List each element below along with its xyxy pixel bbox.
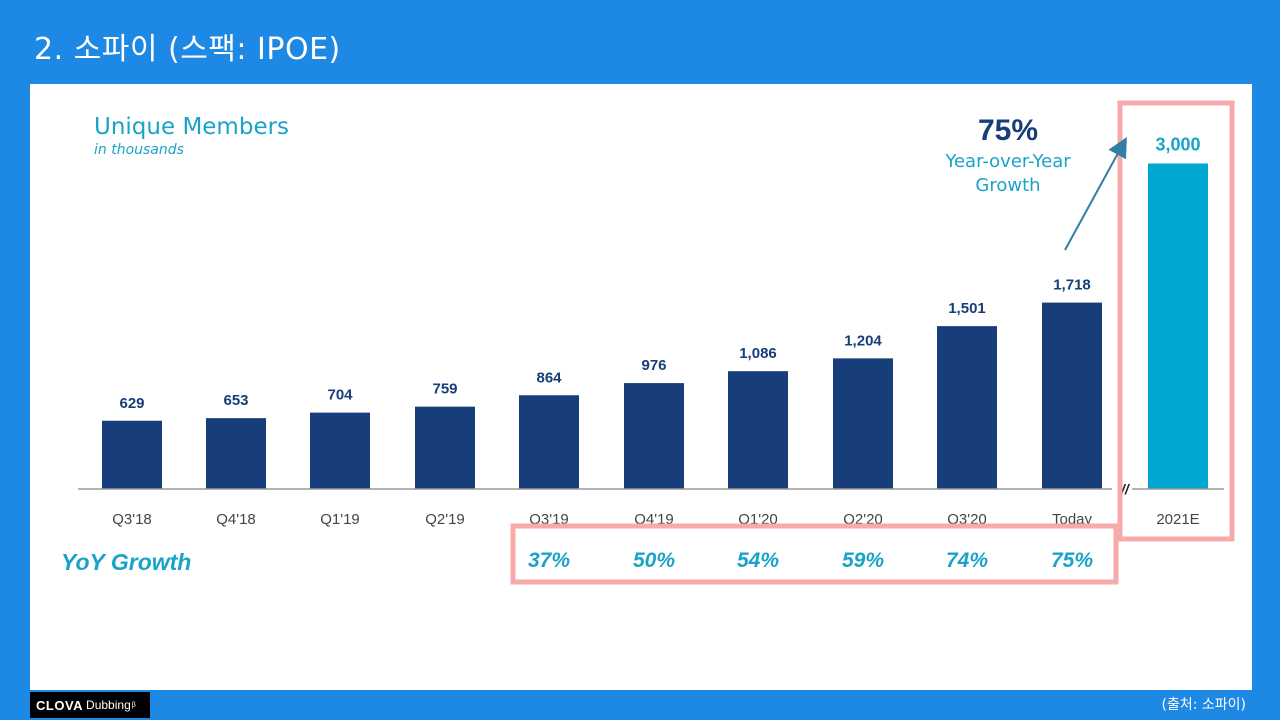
callout-value: 75% [978, 114, 1038, 147]
chart-title: Unique Members [94, 114, 289, 140]
bar [519, 395, 579, 489]
bar-value-label: 704 [327, 387, 353, 404]
yoy-highlight-box [513, 526, 1116, 582]
chart-subtitle: in thousands [94, 142, 184, 158]
bar-value-label: 976 [641, 357, 666, 374]
callout-line1: Year-over-Year [944, 151, 1071, 172]
bar [102, 421, 162, 489]
yoy-layer: 37% 50% 54% 59% 74% 75% [528, 549, 1093, 572]
x-tick-label: Q2'19 [425, 511, 465, 528]
bar-value-label: 3,000 [1155, 135, 1200, 155]
bar [206, 418, 266, 489]
yoy-growth-label: YoY Growth [61, 549, 191, 575]
bar-value-label: 1,718 [1053, 277, 1091, 294]
bar-value-label: 759 [432, 381, 457, 398]
clova-dubbing-logo: CLOVA Dubbing β [30, 692, 150, 718]
bars-layer: 629Q3'18653Q4'18704Q1'19759Q2'19864Q3'19… [102, 135, 1208, 529]
x-tick-label: Q4'18 [216, 511, 256, 528]
bar-value-label: 864 [536, 369, 562, 386]
yoy-growth-value: 50% [633, 549, 675, 572]
chart-panel: Unique Members in thousands 629 Q3'18 653 Q… [30, 84, 1252, 690]
bar [624, 383, 684, 489]
source-note: (출처: 소파이) [1162, 694, 1247, 714]
bar-value-label: 629 [119, 395, 144, 412]
bar [310, 413, 370, 489]
bar-value-label: 1,204 [844, 332, 882, 349]
yoy-growth-value: 59% [842, 549, 884, 572]
yoy-growth-value: 54% [737, 549, 779, 572]
slide-title: 2. 소파이 (스팩: IPOE) [34, 24, 341, 68]
bar-estimate [1148, 164, 1208, 490]
bar [937, 326, 997, 489]
bar [833, 358, 893, 489]
x-tick-label: Q3'18 [112, 511, 152, 528]
yoy-growth-value: 74% [946, 549, 988, 572]
growth-arrow [1065, 144, 1123, 250]
bar-value-label: 653 [223, 392, 248, 409]
bar [1042, 303, 1102, 489]
unique-members-chart: Unique Members in thousands 629 Q3'18 653 Q… [30, 84, 1252, 690]
bar [728, 371, 788, 489]
bar [415, 407, 475, 489]
yoy-growth-value: 37% [528, 549, 570, 572]
logo-product: Dubbing [86, 698, 131, 712]
logo-sup: β [132, 702, 136, 709]
logo-brand: CLOVA [36, 698, 83, 713]
bar-value-label: 1,086 [739, 345, 777, 362]
callout-line2: Growth [975, 175, 1040, 196]
bar-value-label: 1,501 [948, 300, 986, 317]
x-tick-label: 2021E [1156, 511, 1199, 528]
x-tick-label: Q1'19 [320, 511, 360, 528]
yoy-growth-value: 75% [1051, 549, 1093, 572]
